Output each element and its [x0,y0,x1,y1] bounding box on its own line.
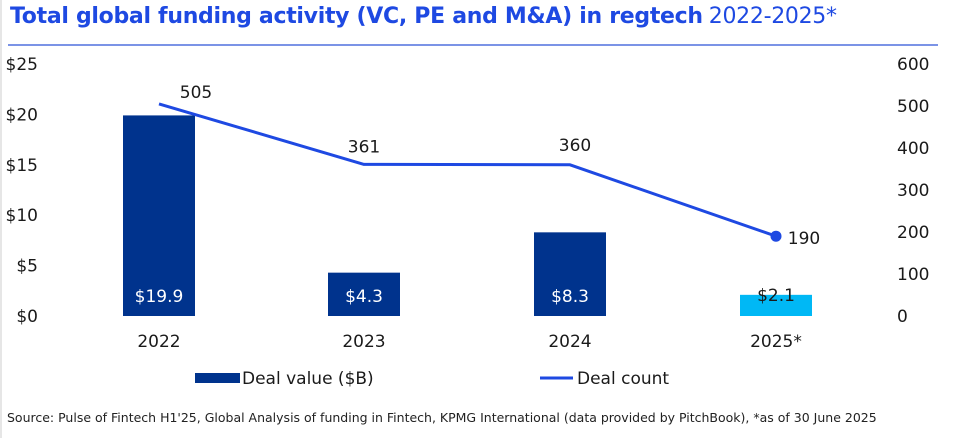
chart-title: Total global funding activity (VC, PE an… [10,4,837,29]
line-data-label: 505 [180,83,212,103]
right-axis-tick-label: 500 [897,97,929,117]
legend-label-deal-count: Deal count [577,369,669,389]
line-data-label: 361 [348,137,380,157]
left-axis-tick-label: $10 [6,206,38,226]
left-axis-tick-label: $15 [6,156,38,176]
left-axis-tick-label: $0 [16,307,38,327]
source-note: Source: Pulse of Fintech H1'25, Global A… [7,410,877,425]
chart-title-main: Total global funding activity (VC, PE an… [10,4,703,29]
line-end-marker [770,230,782,242]
bar-deal-value [123,115,195,317]
legend-label-deal-value: Deal value ($B) [242,369,374,389]
left-axis-tick-label: $25 [6,55,38,75]
bar-data-label: $19.9 [135,287,184,307]
x-axis: 2022 2023 2024 2025* [137,332,802,352]
bar-deal-value [534,232,606,316]
x-axis-tick-label: 2022 [137,332,180,352]
line-series: 505 361 360 190 [158,83,820,249]
chart-title-period: 2022-2025* [708,4,837,29]
line-deal-count [158,102,777,238]
legend: Deal value ($B) Deal count [195,369,669,389]
right-axis-tick-label: 400 [897,139,929,159]
x-axis-tick-label: 2025* [750,332,802,352]
right-axis: 0 100 200 300 400 500 600 [897,55,929,327]
bar-deal-value [328,272,400,316]
left-axis-tick-label: $20 [6,105,38,125]
right-axis-tick-label: 100 [897,265,929,285]
left-axis-tick-label: $5 [16,257,38,277]
right-axis-tick-label: 300 [897,181,929,201]
bar-data-label: $4.3 [345,287,383,307]
right-axis-tick-label: 600 [897,55,929,75]
bar-deal-value [740,294,812,316]
x-axis-tick-label: 2024 [548,332,591,352]
bar-data-label: $8.3 [551,287,589,307]
line-data-label: 360 [559,136,591,156]
line-data-label: 190 [788,229,820,249]
right-axis-tick-label: 0 [897,307,908,327]
x-axis-tick-label: 2023 [342,332,385,352]
page-edge [0,0,2,438]
title-divider [8,44,938,46]
right-axis-tick-label: 200 [897,223,929,243]
left-axis: $0 $5 $10 $15 $20 $25 [6,55,38,327]
bar-data-label: $2.1 [757,286,795,306]
legend-swatch-deal-value [195,373,240,383]
bar-series: $19.9 $4.3 $8.3 $2.1 [123,115,812,317]
